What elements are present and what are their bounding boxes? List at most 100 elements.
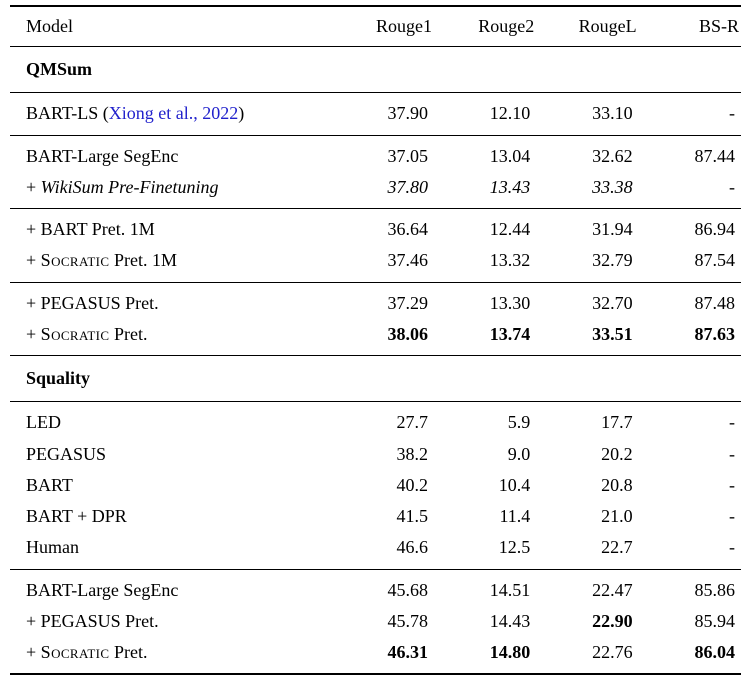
value-rougel: 33.10 bbox=[536, 93, 638, 135]
value-rouge1: 40.2 bbox=[339, 470, 434, 501]
text-segment: 14.43 bbox=[489, 610, 531, 631]
text-segment: 13.74 bbox=[489, 323, 531, 344]
model-label: BART-LS (Xiong et al., 2022) bbox=[10, 93, 339, 135]
text-segment: + PEGASUS Pret. bbox=[26, 292, 159, 313]
text-segment: 33.51 bbox=[592, 323, 633, 344]
value-rouge2: 14.51 bbox=[434, 569, 536, 606]
text-segment: 22.90 bbox=[592, 610, 633, 631]
text-segment: - bbox=[729, 474, 735, 495]
value-rouge2: 5.9 bbox=[434, 402, 536, 439]
text-segment: BART + DPR bbox=[26, 506, 127, 527]
value-rougel: 33.38 bbox=[536, 172, 638, 209]
model-label: BART bbox=[10, 470, 339, 501]
value-rougel: 32.62 bbox=[536, 135, 638, 172]
text-segment: WikiSum Pre-Finetuning bbox=[40, 176, 219, 197]
text-segment: LED bbox=[26, 412, 61, 433]
table-row: + PEGASUS Pret. 37.29 13.30 32.70 87.48 bbox=[10, 282, 741, 319]
model-label: Human bbox=[10, 532, 339, 569]
text-segment: + bbox=[26, 250, 41, 271]
text-segment: + bbox=[26, 641, 41, 662]
text-segment: 33.10 bbox=[592, 103, 633, 124]
value-bs-r: 86.94 bbox=[639, 209, 741, 246]
value-rougel: 20.2 bbox=[536, 439, 638, 470]
value-bs-r: - bbox=[639, 93, 741, 135]
text-segment: 37.90 bbox=[387, 103, 428, 124]
value-bs-r: 85.86 bbox=[639, 569, 741, 606]
text-segment: 37.80 bbox=[387, 176, 428, 197]
table-row: + PEGASUS Pret. 45.78 14.43 22.90 85.94 bbox=[10, 606, 741, 637]
text-segment: 85.86 bbox=[694, 579, 736, 600]
value-rouge1: 37.29 bbox=[339, 282, 434, 319]
value-rougel: 32.70 bbox=[536, 282, 638, 319]
value-rouge1: 37.46 bbox=[339, 245, 434, 282]
table-row: BART 40.2 10.4 20.8 - bbox=[10, 470, 741, 501]
text-segment: Pret. bbox=[109, 323, 148, 344]
value-rougel: 32.79 bbox=[536, 245, 638, 282]
text-segment: 41.5 bbox=[396, 506, 428, 527]
model-label: + Socratic Pret. bbox=[10, 637, 339, 674]
text-segment: 37.05 bbox=[387, 145, 428, 166]
text-segment: 13.32 bbox=[489, 250, 531, 271]
text-segment: - bbox=[729, 176, 735, 197]
text-segment: 86.94 bbox=[694, 219, 736, 240]
value-bs-r: 85.94 bbox=[639, 606, 741, 637]
text-segment: - bbox=[729, 506, 735, 527]
col-header-rouge2: Rouge2 bbox=[478, 16, 535, 36]
model-label: + Socratic Pret. 1M bbox=[10, 245, 339, 282]
text-segment: + bbox=[26, 323, 41, 344]
value-rouge1: 37.05 bbox=[339, 135, 434, 172]
value-bs-r: 87.54 bbox=[639, 245, 741, 282]
text-segment: 13.04 bbox=[489, 145, 531, 166]
value-bs-r: 86.04 bbox=[639, 637, 741, 674]
section-title: Squality bbox=[26, 368, 91, 389]
text-segment: 31.94 bbox=[592, 219, 633, 240]
text-segment: Socratic bbox=[40, 323, 110, 344]
text-segment: - bbox=[729, 103, 735, 124]
value-rouge1: 45.78 bbox=[339, 606, 434, 637]
value-rouge2: 13.43 bbox=[434, 172, 536, 209]
value-bs-r: - bbox=[639, 402, 741, 439]
value-rouge1: 38.06 bbox=[339, 319, 434, 356]
value-rouge1: 37.90 bbox=[339, 93, 434, 135]
text-segment: 36.64 bbox=[387, 219, 428, 240]
text-segment: 13.30 bbox=[489, 292, 531, 313]
text-segment: 40.2 bbox=[396, 474, 428, 495]
text-segment: 37.29 bbox=[387, 292, 428, 313]
text-segment: + PEGASUS Pret. bbox=[26, 610, 159, 631]
citation-link[interactable]: Xiong et al., 2022 bbox=[108, 103, 239, 124]
value-bs-r: - bbox=[639, 470, 741, 501]
text-segment: 87.54 bbox=[694, 250, 736, 271]
value-rouge2: 13.30 bbox=[434, 282, 536, 319]
text-segment: 14.80 bbox=[489, 641, 531, 662]
text-segment: 20.8 bbox=[601, 474, 633, 495]
value-bs-r: 87.48 bbox=[639, 282, 741, 319]
table-row: BART-Large SegEnc 37.05 13.04 32.62 87.44 bbox=[10, 135, 741, 172]
text-segment: 85.94 bbox=[694, 610, 736, 631]
value-rouge1: 46.6 bbox=[339, 532, 434, 569]
text-segment: + bbox=[26, 176, 41, 197]
text-segment: 22.47 bbox=[592, 579, 633, 600]
model-label: LED bbox=[10, 402, 339, 439]
results-table: Model Rouge1 Rouge2 RougeL BS-R QMSum BAR… bbox=[10, 5, 741, 676]
text-segment: Socratic bbox=[40, 641, 110, 662]
text-segment: 5.9 bbox=[507, 412, 531, 433]
value-rouge1: 37.80 bbox=[339, 172, 434, 209]
table-row: PEGASUS 38.2 9.0 20.2 - bbox=[10, 439, 741, 470]
col-header-bsr: BS-R bbox=[698, 16, 739, 36]
text-segment: 87.48 bbox=[694, 292, 736, 313]
value-rouge2: 12.10 bbox=[434, 93, 536, 135]
col-header-rouge1: Rouge1 bbox=[375, 16, 432, 36]
value-rougel: 17.7 bbox=[536, 402, 638, 439]
value-rouge2: 13.74 bbox=[434, 319, 536, 356]
table-row: + BART Pret. 1M 36.64 12.44 31.94 86.94 bbox=[10, 209, 741, 246]
text-segment: 10.4 bbox=[498, 474, 531, 495]
model-label: + BART Pret. 1M bbox=[10, 209, 339, 246]
text-segment: 37.46 bbox=[387, 250, 428, 271]
model-label: + PEGASUS Pret. bbox=[10, 282, 339, 319]
value-bs-r: - bbox=[639, 439, 741, 470]
col-header-model: Model bbox=[26, 16, 73, 36]
value-rouge2: 9.0 bbox=[434, 439, 536, 470]
text-segment: 33.38 bbox=[592, 176, 633, 197]
value-rougel: 22.90 bbox=[536, 606, 638, 637]
text-segment: Socratic bbox=[40, 250, 110, 271]
